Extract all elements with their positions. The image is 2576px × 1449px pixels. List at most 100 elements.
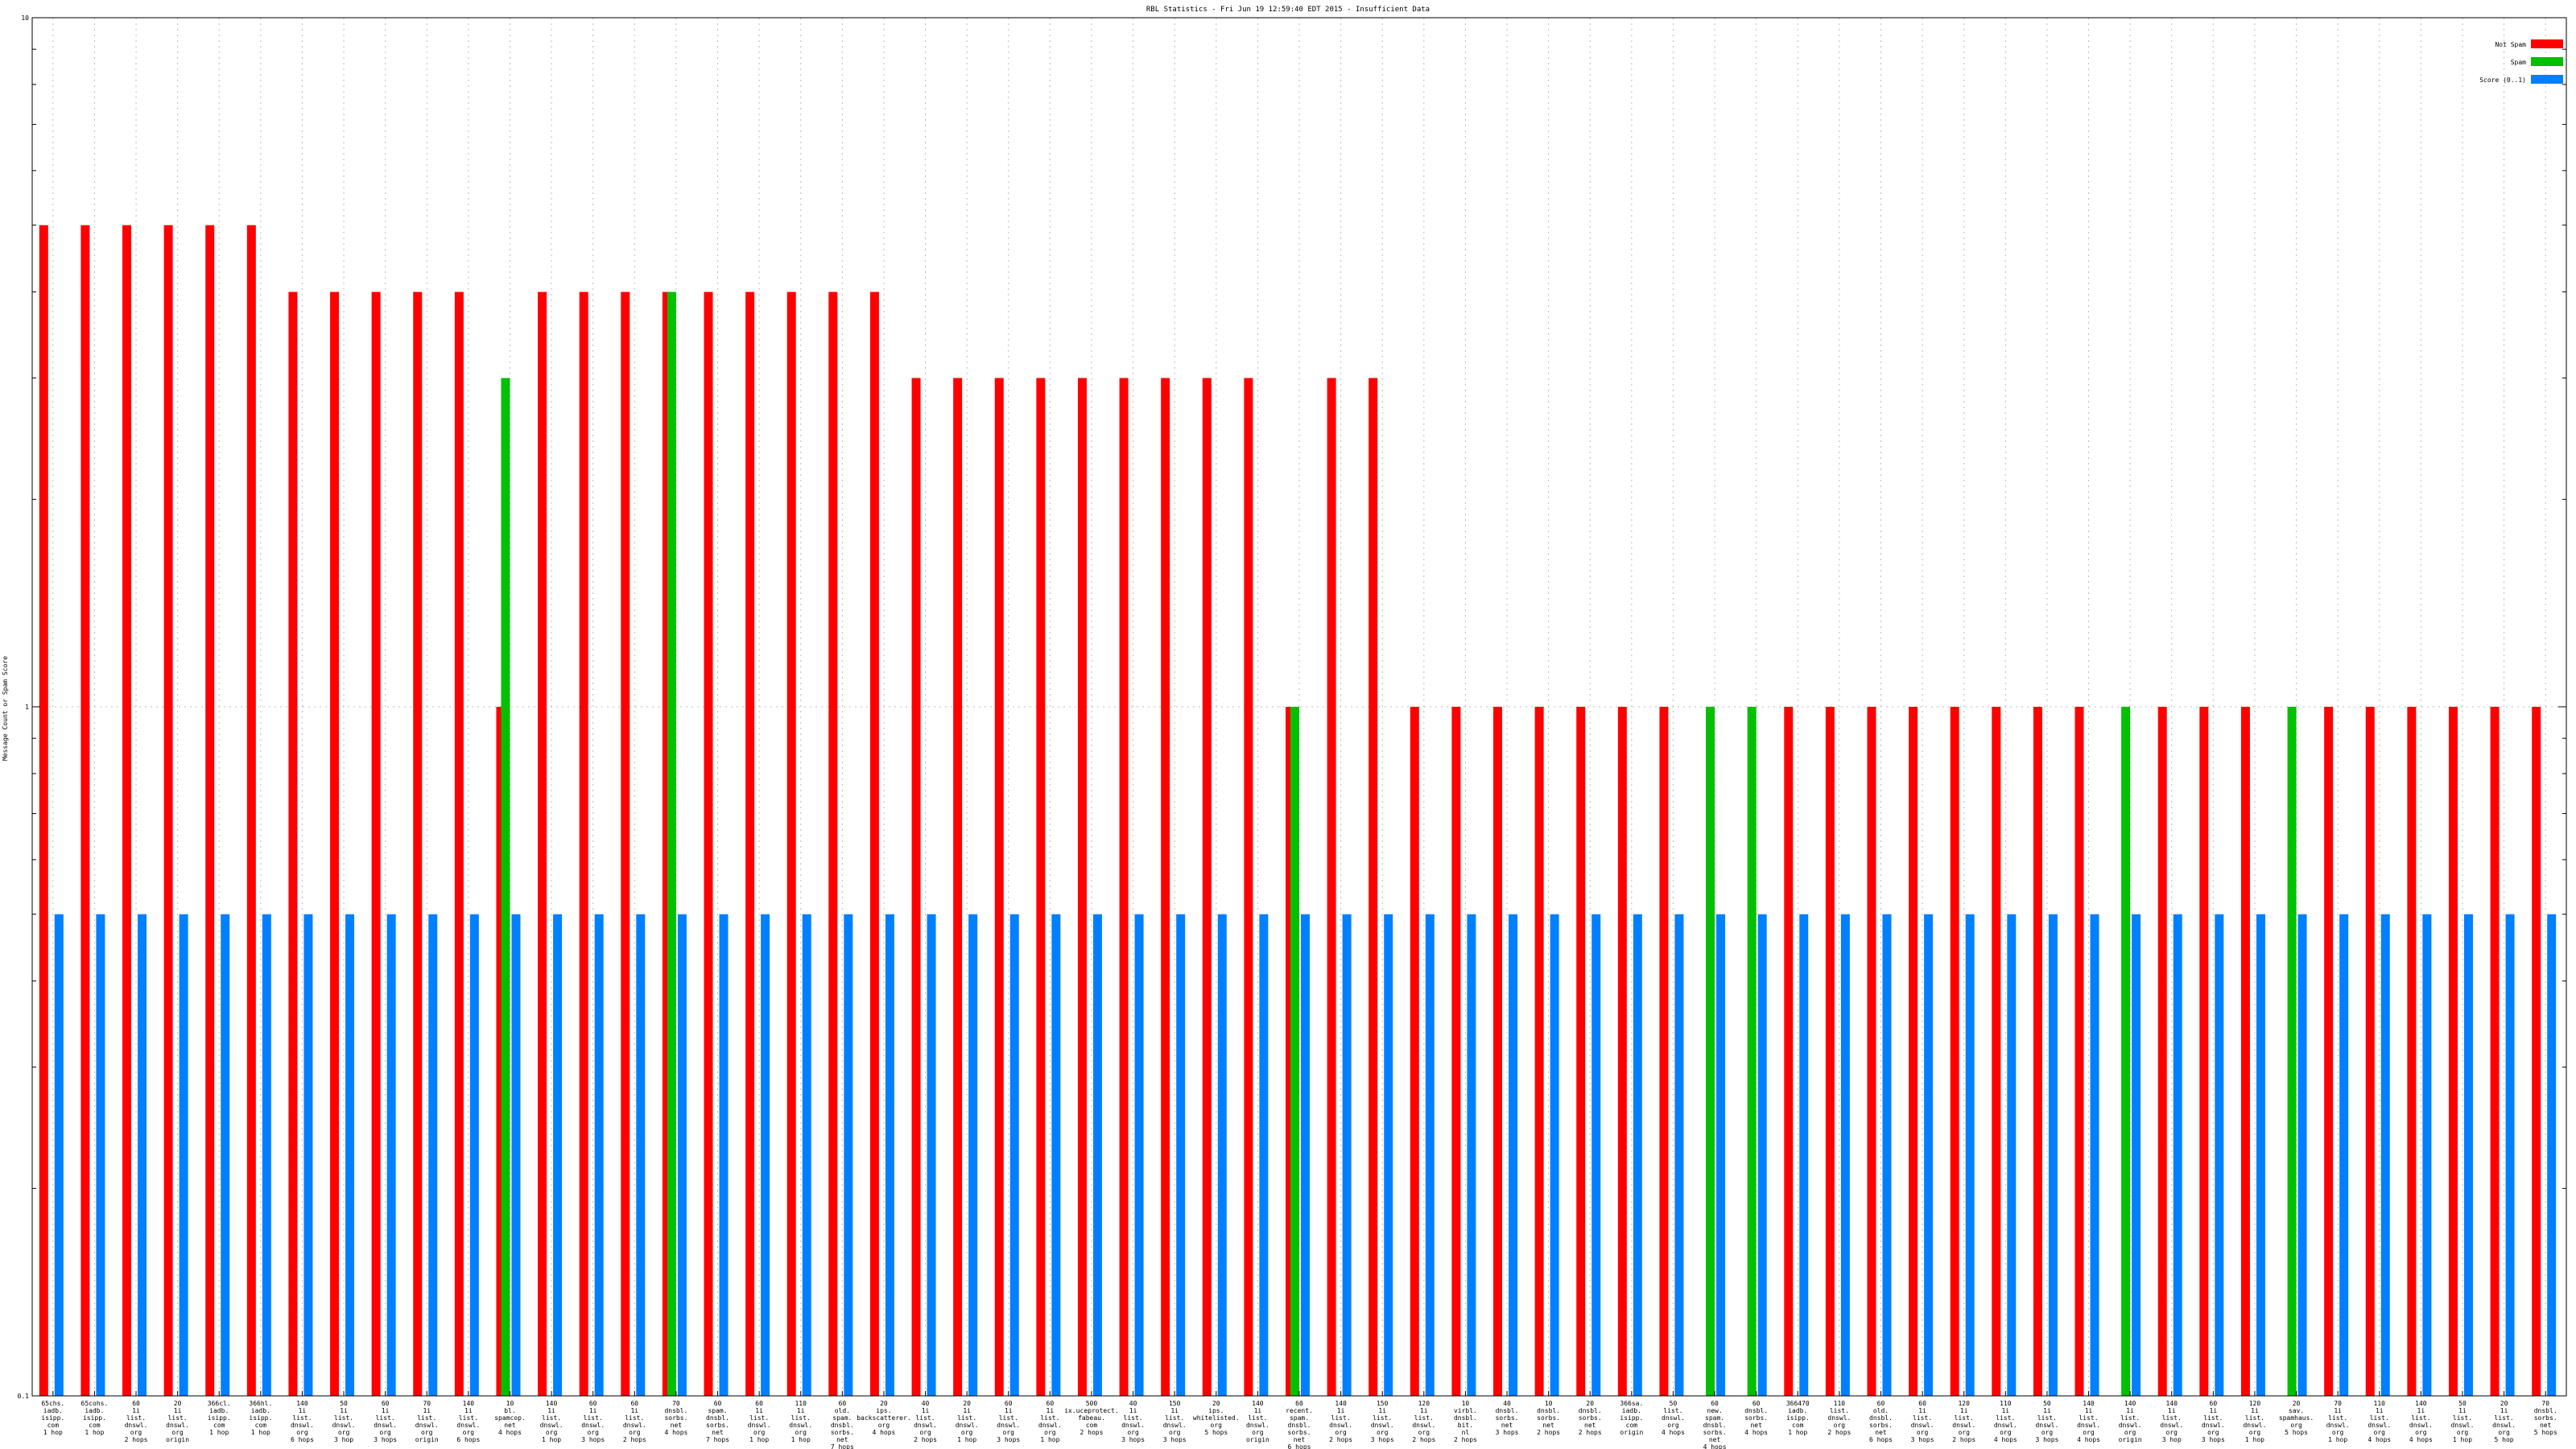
bar-not-spam xyxy=(1244,378,1253,1396)
bar-not-spam xyxy=(911,378,921,1396)
bar-score-0-1 xyxy=(2422,914,2432,1396)
bar-score-0-1 xyxy=(1882,914,1892,1396)
legend-label: Spam xyxy=(2511,59,2526,66)
bar-not-spam xyxy=(1327,378,1336,1396)
bar-score-0-1 xyxy=(2132,914,2141,1396)
bar-not-spam xyxy=(786,291,796,1396)
bar-score-0-1 xyxy=(1674,914,1684,1396)
x-tick-label: 60 1i list. dnswl. org 3 hops xyxy=(2202,1400,2225,1443)
bar-score-0-1 xyxy=(2090,914,2099,1396)
bar-not-spam xyxy=(1119,378,1129,1396)
bar-not-spam xyxy=(2074,707,2084,1396)
y-tick-label: 1 xyxy=(25,704,29,711)
bar-not-spam xyxy=(1202,378,1212,1396)
x-tick-label: 120 1i list. dnswl. org 2 hops xyxy=(1952,1400,1975,1443)
x-tick-label: 366sa. iadb. isipp. com origin xyxy=(1620,1400,1643,1436)
x-tick-label: 70 1i list. dnswl. org origin xyxy=(415,1400,439,1443)
x-tick-label: 500 ix.uceprotect. fabeau. com 2 hops xyxy=(1064,1400,1118,1436)
bar-not-spam xyxy=(330,291,340,1396)
x-tick-label: 60 1i list. dnswl. org 3 hops xyxy=(1911,1400,1934,1443)
bar-spam xyxy=(667,291,676,1396)
x-tick-label: 40 1i list. dnswl. org 3 hops xyxy=(1121,1400,1145,1443)
x-tick-label: 150 1i list. dnswl. org 3 hops xyxy=(1163,1400,1187,1443)
bar-score-0-1 xyxy=(1301,914,1310,1396)
bar-not-spam xyxy=(1161,378,1170,1396)
bar-not-spam xyxy=(122,225,132,1397)
bar-score-0-1 xyxy=(1716,914,1726,1396)
bar-not-spam xyxy=(1659,707,1669,1396)
bar-not-spam xyxy=(2324,707,2334,1396)
bar-score-0-1 xyxy=(1425,914,1435,1396)
legend: Not Spam Spam Score (0..1) xyxy=(2479,39,2563,84)
bar-not-spam xyxy=(1534,707,1544,1396)
x-tick-label: 20 1i list. dnswl. org 5 hop xyxy=(2492,1400,2516,1443)
x-tick-label: 140 1i list. dnswl. org 4 hops xyxy=(2409,1400,2433,1443)
legend-swatch xyxy=(2531,39,2563,48)
bar-score-0-1 xyxy=(1051,914,1061,1396)
x-tick-label: 50 1i list. dnswl. org 1 hop xyxy=(2451,1400,2475,1443)
x-tick-label: 150 1i list. dnswl. org 3 hops xyxy=(1371,1400,1394,1443)
x-tick-label: 140 1i list. dnswl. org origin xyxy=(1246,1400,1269,1443)
bar-not-spam xyxy=(1825,707,1835,1396)
bar-spam xyxy=(1747,707,1757,1396)
x-tick-label: 40 dnsbl. sorbs. net 3 hops xyxy=(1496,1400,1519,1436)
bar-not-spam xyxy=(1036,378,1046,1396)
x-tick-label: 50 1i list. dnswl. org 3 hops xyxy=(2035,1400,2058,1443)
x-tick-label: 65chs. iadb. isipp. com 1 hop xyxy=(41,1400,64,1436)
bar-score-0-1 xyxy=(636,914,646,1396)
bar-score-0-1 xyxy=(2215,914,2224,1396)
bar-not-spam xyxy=(1410,707,1419,1396)
x-tick-label: 140 1i list. dnswl. org 6 hops xyxy=(456,1400,480,1443)
x-tick-label: 50 list. dnswl. org 4 hops xyxy=(1662,1400,1685,1436)
x-tick-label: 366cl. iadb. isipp. com 1 hop xyxy=(208,1400,231,1436)
x-tick-label: 70 dnsbl. sorbs. net 5 hops xyxy=(2534,1400,2557,1436)
bar-not-spam xyxy=(80,225,90,1397)
bar-score-0-1 xyxy=(1217,914,1227,1396)
bar-not-spam xyxy=(869,291,879,1396)
bar-score-0-1 xyxy=(2173,914,2182,1396)
bar-not-spam xyxy=(1909,707,1918,1396)
x-tick-label: 140 1i list. dnswl. org 2 hops xyxy=(1329,1400,1352,1443)
bar-score-0-1 xyxy=(2256,914,2265,1396)
bar-score-0-1 xyxy=(1259,914,1269,1396)
bar-not-spam xyxy=(2033,707,2042,1396)
bar-score-0-1 xyxy=(1591,914,1601,1396)
x-tick-label: 110 1i list. dnswl. org 4 hops xyxy=(1994,1400,2017,1443)
bar-score-0-1 xyxy=(1633,914,1642,1396)
bar-not-spam xyxy=(1617,707,1627,1396)
x-tick-label: 60 1i list. dnswl. org 2 hops xyxy=(623,1400,646,1443)
bar-not-spam xyxy=(538,291,547,1396)
bar-score-0-1 xyxy=(138,914,147,1396)
bar-score-0-1 xyxy=(96,914,105,1396)
bar-score-0-1 xyxy=(719,914,729,1396)
bar-score-0-1 xyxy=(2547,914,2557,1396)
bar-not-spam xyxy=(1077,378,1087,1396)
bar-score-0-1 xyxy=(2339,914,2349,1396)
x-tick-label: 60 1i list. dnswl. org 1 hop xyxy=(748,1400,771,1443)
bar-not-spam xyxy=(953,378,963,1396)
x-tick-label: 120 1i list. dnswl. org 1 hop xyxy=(2243,1400,2266,1443)
bar-score-0-1 xyxy=(54,914,64,1396)
bar-score-0-1 xyxy=(262,914,271,1396)
x-tick-label: 60 1i list. dnswl. org 3 hops xyxy=(581,1400,605,1443)
bar-score-0-1 xyxy=(303,914,313,1396)
bar-not-spam xyxy=(745,291,755,1396)
bar-not-spam xyxy=(2365,707,2375,1396)
bar-score-0-1 xyxy=(2007,914,2017,1396)
bar-score-0-1 xyxy=(1467,914,1476,1396)
x-tick-label: 110 1i list. dnswl. org 4 hops xyxy=(2368,1400,2391,1443)
bar-score-0-1 xyxy=(1176,914,1186,1396)
bar-score-0-1 xyxy=(2505,914,2515,1396)
bar-score-0-1 xyxy=(1009,914,1019,1396)
bar-not-spam xyxy=(579,291,588,1396)
bar-not-spam xyxy=(496,707,506,1396)
bar-score-0-1 xyxy=(2297,914,2307,1396)
x-tick-label: 60 1i list. dnswl. org 3 hops xyxy=(374,1400,397,1443)
bar-score-0-1 xyxy=(1799,914,1809,1396)
bar-score-0-1 xyxy=(469,914,479,1396)
bar-not-spam xyxy=(2407,707,2417,1396)
x-tick-label: 50 1i list. dnswl. org 3 hop xyxy=(332,1400,356,1443)
bar-score-0-1 xyxy=(761,914,770,1396)
y-tick-label: 0.1 xyxy=(18,1393,30,1400)
legend-swatch xyxy=(2531,75,2563,84)
